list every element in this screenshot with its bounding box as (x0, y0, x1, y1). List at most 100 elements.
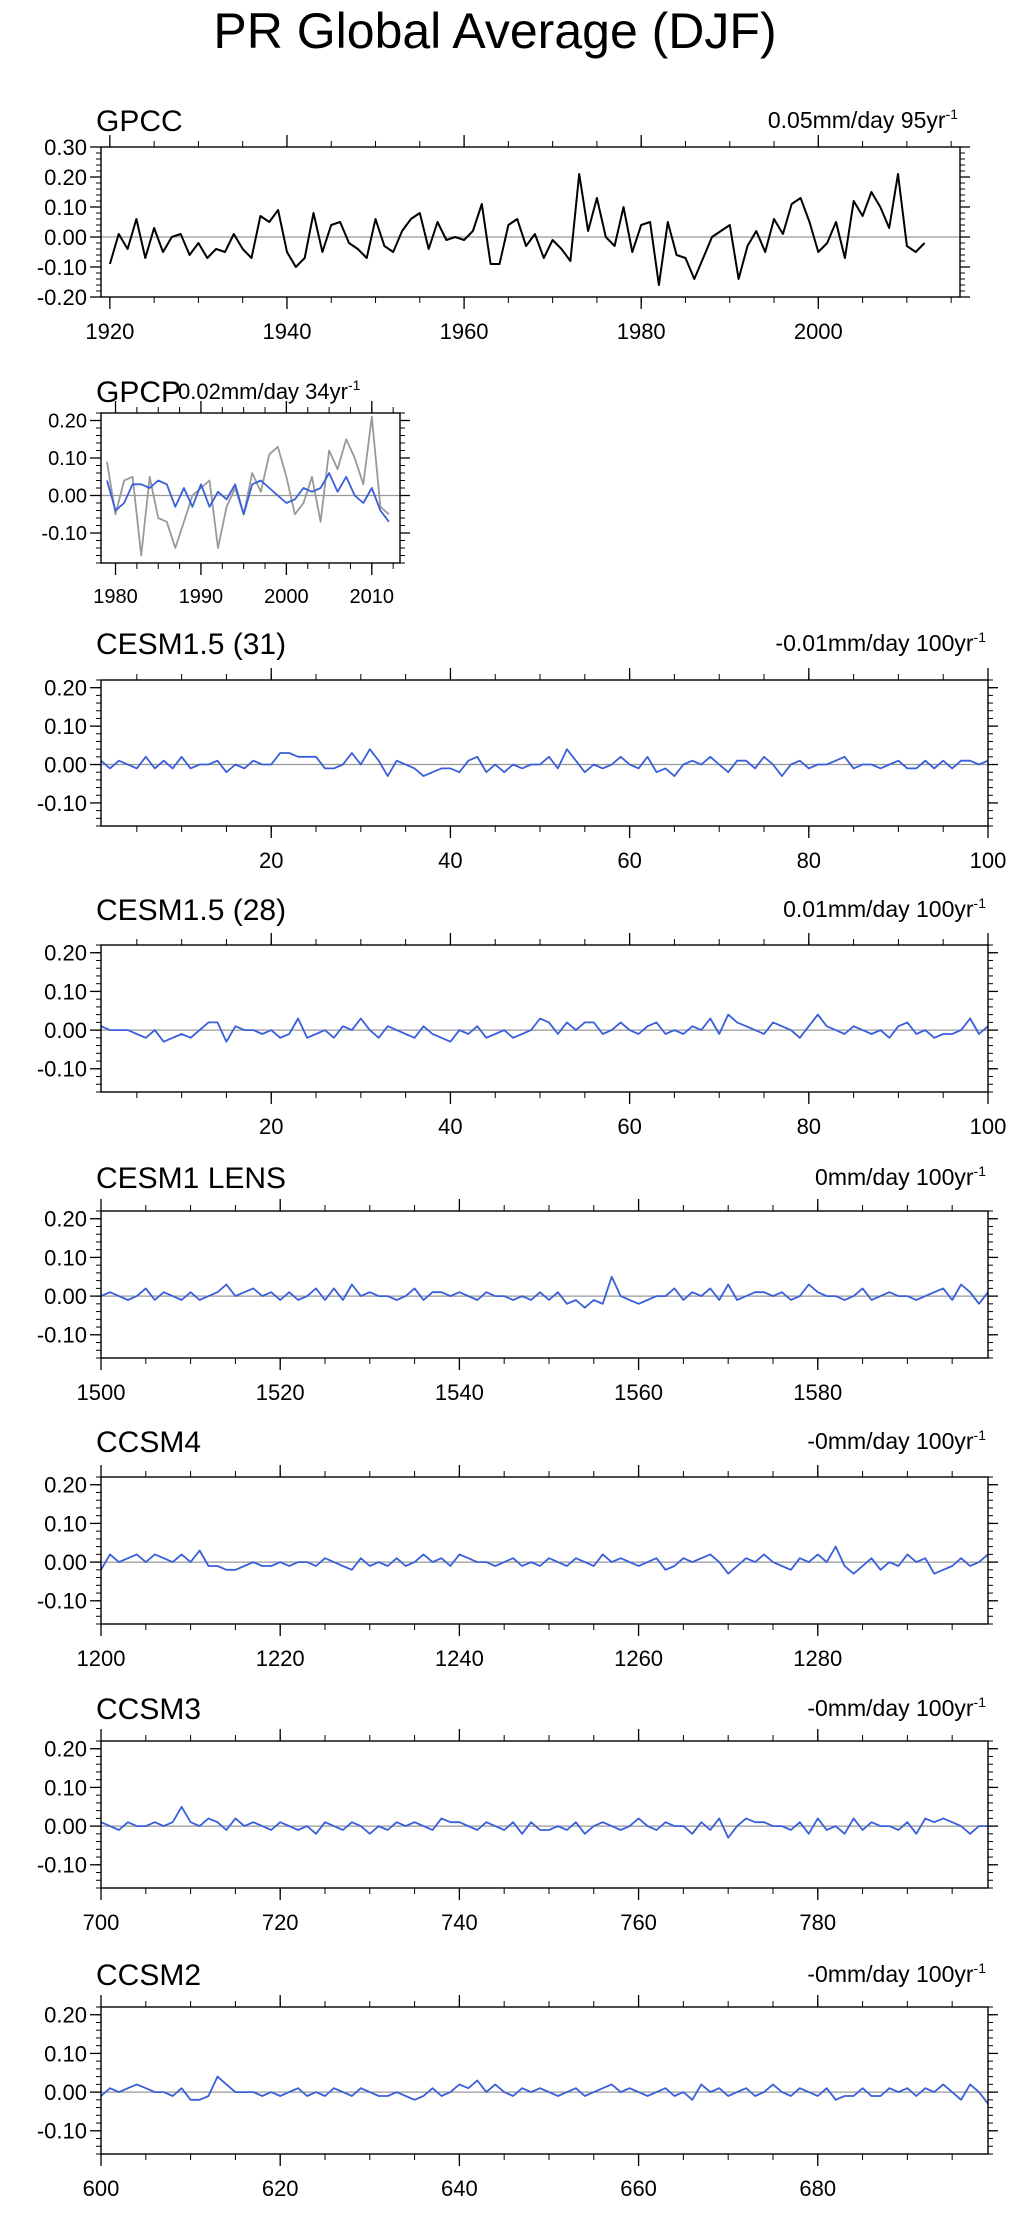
y-tick-label: 0.20 (44, 941, 87, 966)
y-tick-label: -0.10 (37, 791, 87, 816)
x-tick-label: 1240 (435, 1646, 484, 1671)
panel-ccsm4: CCSM4 -0mm/day 100yr-1 0.20 0.10 0.00 -0.10 12… (37, 1426, 998, 1671)
x-tick-label: 1280 (793, 1646, 842, 1671)
panel-title: CCSM3 (96, 1693, 201, 1726)
y-tick-label: 0.10 (44, 714, 87, 739)
x-tick-label: 1980 (93, 586, 138, 608)
y-tick-label: 0.00 (44, 1550, 87, 1575)
panel-gpcc: GPCC 0.05mm/day 95yr-1 0.30 0.20 0.10 0.00 -0.… (37, 105, 970, 344)
y-tick-label: 0.00 (44, 1018, 87, 1043)
x-tick-label: 60 (617, 848, 641, 873)
y-tick-label: 0.00 (44, 2080, 87, 2105)
trend-exponent: -1 (974, 1694, 987, 1710)
x-tick-label: 60 (617, 1114, 641, 1139)
y-tick-label: -0.10 (37, 2119, 87, 2144)
y-tick-label: 0.20 (44, 1207, 87, 1232)
trend-label: -0mm/day 100yr-1 (807, 1960, 986, 1987)
y-tick-label: 0.00 (44, 1284, 87, 1309)
y-tick-label: 0.10 (44, 1775, 87, 1800)
series-line-1 (100, 748, 989, 777)
plot-frame (100, 1210, 989, 1359)
y-tick-label: 0.20 (44, 1473, 87, 1498)
x-tick-label: 1520 (256, 1380, 305, 1405)
x-tick-label: 40 (438, 848, 462, 873)
x-tick-label: 1540 (435, 1380, 484, 1405)
x-tick-label: 1260 (614, 1646, 663, 1671)
x-tick-label: 1920 (85, 319, 134, 344)
trend-label: 0mm/day 100yr-1 (815, 1163, 986, 1190)
panel-ccsm3: CCSM3 -0mm/day 100yr-1 0.20 0.10 0.00 -0.10 70… (37, 1693, 998, 1935)
series-line-2 (106, 472, 390, 523)
panel-title: CESM1.5 (28) (96, 894, 286, 927)
y-tick-label: -0.10 (37, 255, 87, 280)
series-line-1 (100, 2075, 989, 2105)
x-tick-label: 660 (620, 2176, 657, 2201)
figure-title: PR Global Average (DJF) (213, 3, 777, 59)
plot-frame (100, 1740, 989, 1889)
trend-exponent: -1 (974, 1960, 987, 1976)
plot-frame (100, 2006, 989, 2155)
x-tick-label: 20 (259, 848, 283, 873)
series-line-1 (100, 1013, 989, 1043)
y-tick-label: 0.20 (44, 165, 87, 190)
x-tick-label: 1500 (77, 1380, 126, 1405)
series-line-1 (100, 1275, 989, 1309)
x-tick-label: 640 (441, 2176, 478, 2201)
y-tick-label: 0.00 (48, 486, 87, 508)
x-tick-label: 100 (970, 1114, 1007, 1139)
y-tick-label: 0.20 (48, 411, 87, 433)
x-tick-label: 1220 (256, 1646, 305, 1671)
x-tick-label: 2010 (350, 586, 395, 608)
x-tick-label: 620 (262, 2176, 299, 2201)
x-tick-label: 2000 (794, 319, 843, 344)
x-tick-label: 1200 (77, 1646, 126, 1671)
trend-exponent: -1 (974, 1427, 987, 1443)
trend-exponent: -1 (946, 106, 959, 122)
x-tick-label: 1980 (617, 319, 666, 344)
trend-label: 0.02mm/day 34yr-1 (178, 377, 361, 404)
y-tick-label: 0.20 (44, 1737, 87, 1762)
y-tick-label: 0.10 (44, 1245, 87, 1270)
panel-title: CCSM2 (96, 1959, 201, 1992)
y-tick-label: 0.30 (44, 135, 87, 160)
x-tick-label: 80 (797, 848, 821, 873)
x-tick-label: 780 (799, 1910, 836, 1935)
panel-cesm15-28: CESM1.5 (28) 0.01mm/day 100yr-1 0.20 0.10 0.… (37, 894, 1007, 1139)
x-tick-label: 720 (262, 1910, 299, 1935)
plot-frame (100, 944, 989, 1093)
trend-exponent: -1 (348, 377, 361, 393)
y-tick-label: 0.00 (44, 225, 87, 250)
trend-label: 0.01mm/day 100yr-1 (783, 895, 986, 922)
y-tick-label: 0.10 (44, 979, 87, 1004)
x-tick-label: 600 (83, 2176, 120, 2201)
x-tick-label: 760 (620, 1910, 657, 1935)
trend-exponent: -1 (974, 895, 987, 911)
x-tick-label: 20 (259, 1114, 283, 1139)
series-line-1 (100, 1545, 989, 1575)
x-tick-label: 100 (970, 848, 1007, 873)
trend-label: 0.05mm/day 95yr-1 (768, 106, 958, 133)
panel-title: CCSM4 (96, 1426, 201, 1459)
plot-frame (100, 679, 989, 827)
series-line-1 (100, 1805, 988, 1839)
x-tick-label: 40 (438, 1114, 462, 1139)
y-tick-label: -0.10 (37, 1589, 87, 1614)
panel-ccsm2: CCSM2 -0mm/day 100yr-1 0.20 0.10 0.00 -0.10 60… (37, 1959, 998, 2201)
trend-exponent: -1 (974, 629, 987, 645)
x-tick-label: 1960 (440, 319, 489, 344)
panel-title: CESM1.5 (31) (96, 628, 286, 661)
x-tick-label: 1990 (179, 586, 224, 608)
y-tick-label: -0.10 (37, 1853, 87, 1878)
y-tick-label: -0.10 (41, 523, 87, 545)
x-tick-label: 700 (83, 1910, 120, 1935)
y-tick-label: 0.20 (44, 2003, 87, 2028)
x-tick-label: 1560 (614, 1380, 663, 1405)
panel-cesm1-lens: CESM1 LENS 0mm/day 100yr-1 0.20 0.10 0.00 -0.… (37, 1162, 998, 1405)
y-tick-label: 0.00 (44, 1814, 87, 1839)
y-tick-label: 0.00 (44, 752, 87, 777)
y-tick-label: 0.10 (44, 2041, 87, 2066)
x-tick-label: 740 (441, 1910, 478, 1935)
x-tick-label: 1580 (793, 1380, 842, 1405)
